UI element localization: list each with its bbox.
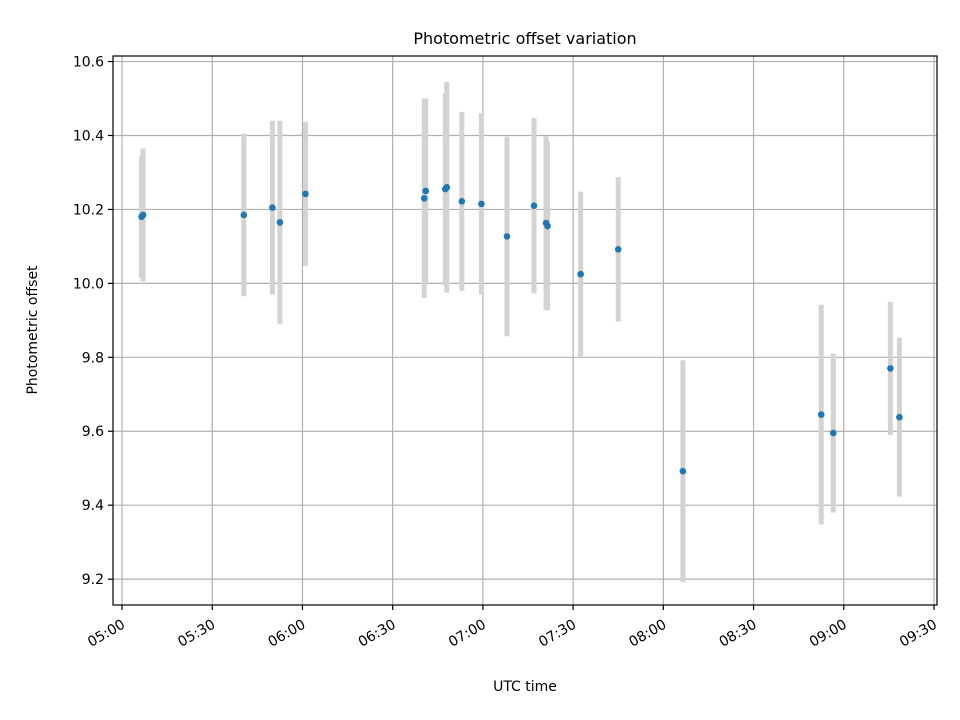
data-point xyxy=(139,211,147,219)
data-point xyxy=(829,429,837,437)
data-point xyxy=(896,413,903,421)
data-point xyxy=(817,411,825,418)
x-axis-label: UTC time xyxy=(493,679,557,695)
data-point xyxy=(544,222,551,230)
data-point xyxy=(478,200,485,208)
data-point xyxy=(443,183,451,191)
y-tick-label: 9.4 xyxy=(82,498,104,514)
plot-frame xyxy=(112,55,938,606)
data-point xyxy=(276,219,284,226)
data-point xyxy=(530,202,538,210)
data-point xyxy=(420,195,428,202)
y-tick-label: 9.8 xyxy=(82,350,104,366)
y-tick-label: 10.0 xyxy=(73,276,104,292)
data-point xyxy=(422,187,430,195)
grid xyxy=(113,56,937,605)
y-axis-ticks: 9.2 9.4 9.6 9.8 10.0 10.2 10.4 10.6 xyxy=(73,55,113,588)
data-point xyxy=(503,233,511,240)
data-points xyxy=(138,183,903,475)
y-tick-label: 10.4 xyxy=(73,128,104,144)
data-point xyxy=(302,190,309,198)
y-tick-label: 9.6 xyxy=(82,424,104,440)
y-tick-label: 10.2 xyxy=(73,202,104,218)
data-point xyxy=(577,270,584,278)
chart-title: Photometric offset variation xyxy=(413,29,636,48)
data-point xyxy=(240,211,248,219)
data-point xyxy=(887,365,894,372)
data-point xyxy=(269,204,276,211)
data-point xyxy=(614,246,622,253)
data-point xyxy=(458,197,466,205)
y-axis-label: Photometric offset xyxy=(25,265,41,395)
data-point xyxy=(679,467,687,475)
y-tick-label: 10.6 xyxy=(73,55,104,71)
y-tick-label: 9.2 xyxy=(82,572,104,588)
